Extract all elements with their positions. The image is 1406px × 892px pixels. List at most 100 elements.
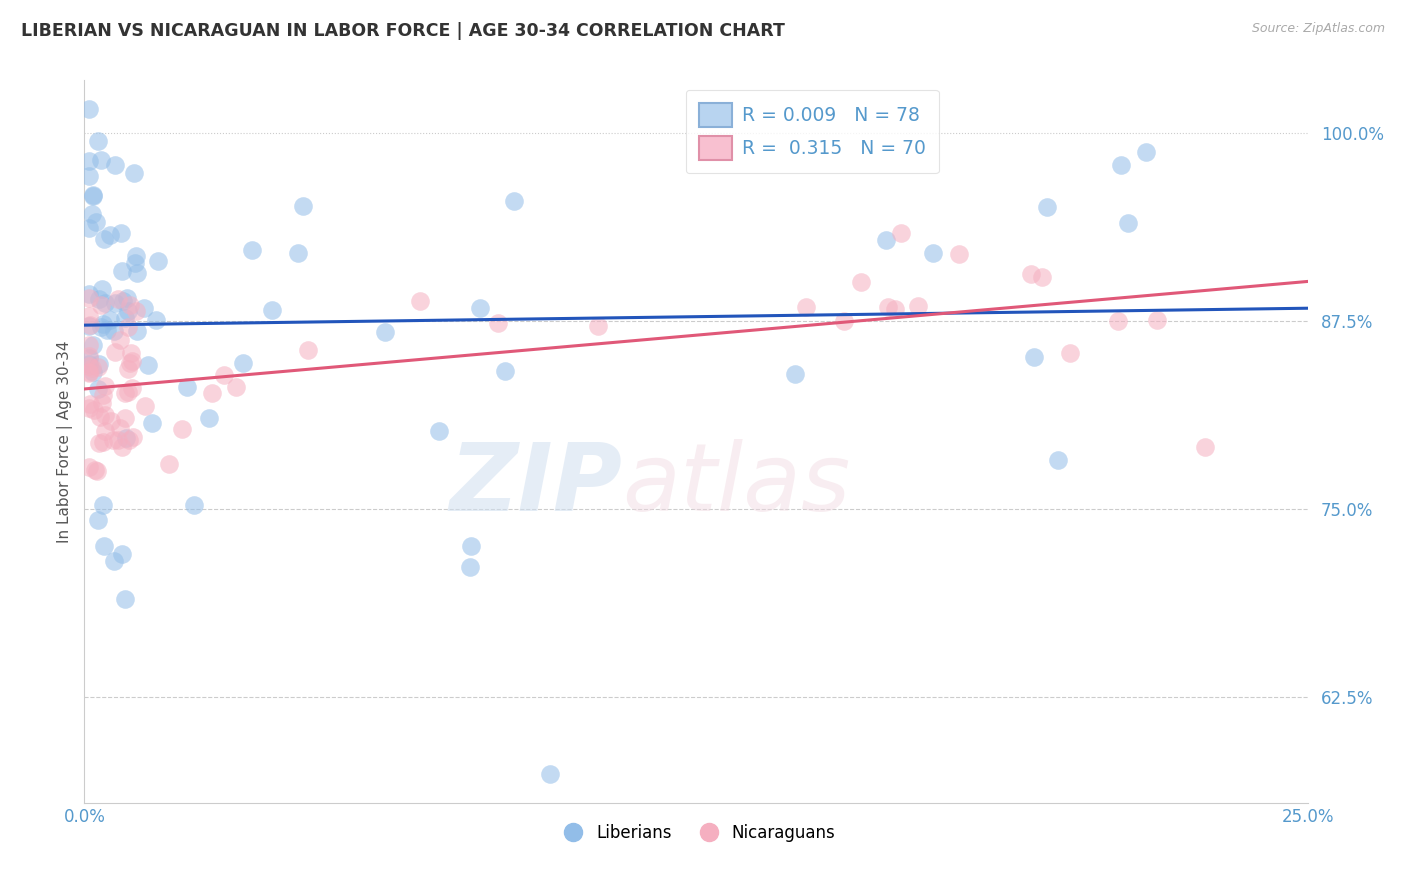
Point: [103, 434, 125, 448]
Point: [907, 299, 929, 313]
Point: [458, 560, 481, 574]
Point: [87, 292, 110, 306]
Point: [91, 498, 114, 512]
Point: [77, 401, 100, 415]
Point: [409, 293, 432, 308]
Point: [117, 304, 139, 318]
Point: [849, 275, 872, 289]
Point: [104, 296, 127, 310]
Point: [82, 188, 104, 202]
Point: [260, 302, 283, 317]
Legend: Liberians, Nicaraguans: Liberians, Nicaraguans: [550, 817, 842, 848]
Point: [93, 231, 115, 245]
Point: [125, 249, 148, 263]
Point: [145, 313, 167, 327]
Point: [948, 247, 970, 261]
Point: [1107, 314, 1129, 328]
Point: [89, 435, 111, 450]
Point: [100, 414, 122, 428]
Point: [96, 323, 118, 337]
Point: [225, 380, 247, 394]
Point: [77, 309, 100, 323]
Point: [538, 766, 561, 780]
Point: [291, 199, 314, 213]
Point: [876, 300, 898, 314]
Text: Source: ZipAtlas.com: Source: ZipAtlas.com: [1251, 22, 1385, 36]
Point: [79, 318, 101, 332]
Point: [94, 296, 117, 310]
Point: [114, 310, 136, 325]
Text: LIBERIAN VS NICARAGUAN IN LABOR FORCE | AGE 30-34 CORRELATION CHART: LIBERIAN VS NICARAGUAN IN LABOR FORCE | …: [21, 22, 785, 40]
Point: [460, 540, 482, 554]
Point: [86, 382, 108, 396]
Point: [91, 388, 114, 402]
Point: [198, 411, 221, 425]
Point: [1146, 313, 1168, 327]
Point: [468, 301, 491, 316]
Point: [834, 313, 856, 327]
Point: [429, 424, 451, 438]
Point: [107, 434, 129, 448]
Point: [117, 362, 139, 376]
Point: [77, 349, 100, 363]
Point: [157, 457, 180, 471]
Point: [77, 102, 100, 116]
Point: [103, 554, 125, 568]
Point: [486, 316, 509, 330]
Point: [82, 337, 104, 351]
Point: [783, 368, 806, 382]
Point: [89, 410, 111, 425]
Point: [890, 226, 912, 240]
Point: [111, 547, 134, 561]
Point: [240, 243, 263, 257]
Point: [111, 440, 134, 454]
Point: [1118, 216, 1140, 230]
Point: [122, 166, 145, 180]
Point: [176, 380, 198, 394]
Point: [77, 359, 100, 373]
Point: [77, 365, 100, 379]
Point: [77, 287, 100, 301]
Point: [134, 399, 156, 413]
Point: [287, 246, 309, 260]
Point: [77, 460, 100, 475]
Point: [77, 351, 100, 366]
Point: [132, 301, 155, 315]
Point: [120, 345, 142, 359]
Point: [91, 318, 114, 332]
Point: [374, 325, 396, 339]
Point: [90, 153, 112, 167]
Point: [77, 169, 100, 183]
Point: [98, 227, 121, 242]
Point: [146, 253, 169, 268]
Point: [212, 368, 235, 382]
Point: [1035, 200, 1057, 214]
Point: [80, 360, 103, 375]
Point: [122, 430, 145, 444]
Point: [77, 292, 100, 306]
Point: [93, 409, 115, 423]
Point: [117, 319, 139, 334]
Point: [103, 325, 125, 339]
Point: [1194, 441, 1216, 455]
Point: [1059, 346, 1081, 360]
Point: [77, 366, 100, 380]
Point: [141, 416, 163, 430]
Point: [127, 324, 149, 338]
Point: [86, 513, 108, 527]
Point: [104, 344, 127, 359]
Point: [114, 385, 136, 400]
Point: [1135, 145, 1157, 160]
Point: [82, 365, 104, 379]
Point: [875, 233, 897, 247]
Point: [114, 592, 136, 607]
Point: [1019, 267, 1042, 281]
Point: [1022, 350, 1045, 364]
Point: [86, 134, 108, 148]
Point: [108, 421, 131, 435]
Point: [183, 499, 205, 513]
Point: [494, 364, 516, 378]
Point: [125, 304, 148, 318]
Point: [201, 385, 224, 400]
Point: [94, 424, 117, 438]
